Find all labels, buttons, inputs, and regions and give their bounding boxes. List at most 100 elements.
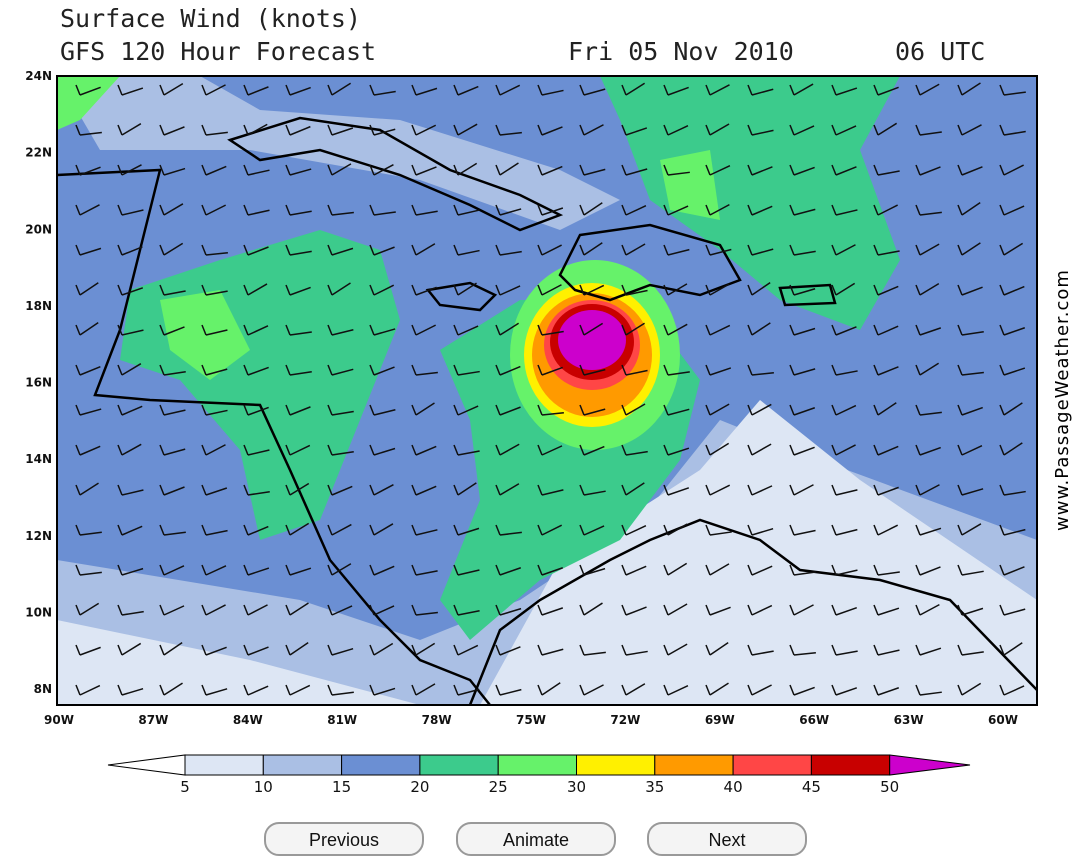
barb [835,606,857,616]
barb [877,649,900,656]
barb [873,84,879,96]
barb [663,524,669,536]
barb [919,166,941,176]
lat-label: 12N [25,529,52,543]
barb [789,444,795,456]
barb [453,244,459,256]
barb [121,363,142,376]
barb [537,404,543,416]
barb [369,204,375,216]
barb [289,331,312,336]
barb [205,646,227,656]
barb [877,170,900,176]
barb [751,485,773,496]
barb [201,284,207,296]
barb [243,564,249,576]
barb [709,682,729,696]
barb [247,604,268,616]
barb [667,562,688,576]
barb [537,124,543,136]
lon-label: 87W [138,713,168,727]
barb [79,684,101,696]
barb [621,204,627,216]
barb [579,124,585,136]
barb [747,364,753,376]
button[interactable]: Previous [264,822,424,856]
button[interactable]: Animate [456,822,616,856]
colorbar-label: 50 [880,778,899,796]
barb [75,164,81,176]
barb [583,242,603,256]
barb [411,84,417,96]
barb [327,444,333,456]
barb [789,364,795,376]
barb [205,368,228,376]
barb [373,565,395,576]
barb [495,84,501,96]
barb [331,691,354,696]
barb [667,323,688,336]
barb [999,644,1005,656]
barb [1003,642,1023,656]
barb [117,604,123,616]
barb [957,564,963,576]
barb [793,484,814,496]
barb [1003,490,1026,496]
barb [789,644,795,656]
barb [75,644,81,656]
barb [159,444,165,456]
barb [79,322,99,336]
barb [201,404,207,416]
barb [411,124,417,136]
barb [289,602,309,616]
barb [285,84,291,96]
barb [747,604,753,616]
barb [243,324,249,336]
barb [117,564,123,576]
barb [117,164,123,176]
barb [247,123,268,136]
barb [583,284,605,296]
barb [957,644,963,656]
barb [915,124,921,136]
barb [919,446,941,456]
barb [121,443,142,456]
barb [709,531,732,536]
barb [285,324,291,336]
subtitle: GFS 120 Hour Forecast [60,37,376,66]
barb [705,164,711,176]
barb [831,324,837,336]
barb [1003,285,1025,296]
barb [835,489,858,496]
barb [747,204,753,216]
barb [79,531,102,536]
barb [121,164,142,176]
barb [495,444,501,456]
barb [579,364,585,376]
barb [541,524,563,536]
barb [495,644,501,656]
barb [583,124,604,136]
barb [793,83,814,96]
barb [247,283,268,296]
barb [831,404,837,416]
lat-label: 16N [25,376,52,390]
barb [667,86,689,96]
barb [457,249,480,256]
barb [877,204,898,216]
barb [667,447,690,456]
barb [373,328,396,336]
barb [159,404,165,416]
barb [121,246,143,256]
barb [621,444,627,456]
barb [789,564,795,576]
barb [285,244,291,256]
barb [919,411,942,416]
barb [201,324,207,336]
barb [621,124,627,136]
lon-label: 72W [610,713,640,727]
barb [327,284,333,296]
barb [369,484,375,496]
barb [625,482,645,496]
button[interactable]: Next [647,822,807,856]
